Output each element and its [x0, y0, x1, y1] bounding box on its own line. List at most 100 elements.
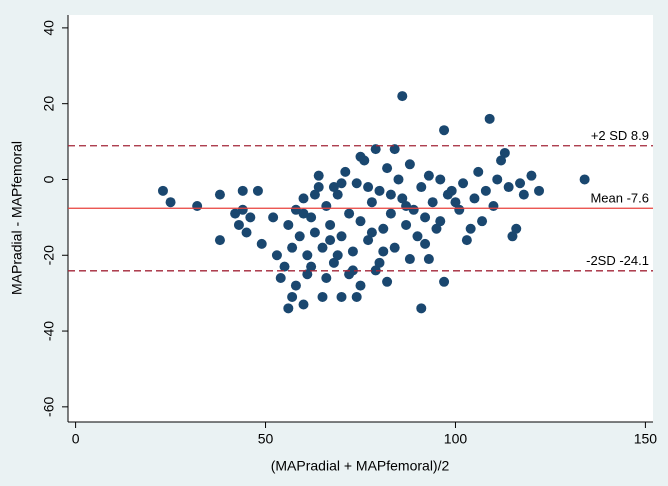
point	[302, 250, 313, 261]
point	[488, 200, 499, 211]
point	[355, 216, 366, 227]
point	[499, 147, 510, 158]
point	[290, 204, 301, 215]
y-tick-label: -20	[41, 245, 57, 265]
point	[412, 231, 423, 242]
point	[321, 200, 332, 211]
point	[385, 189, 396, 200]
point	[480, 185, 491, 196]
point	[431, 223, 442, 234]
point	[283, 219, 294, 230]
point	[389, 144, 400, 155]
point	[420, 238, 431, 249]
point	[252, 185, 263, 196]
point	[366, 227, 377, 238]
point	[518, 189, 529, 200]
point	[401, 200, 412, 211]
point	[256, 238, 267, 249]
point	[416, 182, 427, 193]
point	[423, 170, 434, 181]
point	[336, 231, 347, 242]
point	[294, 231, 305, 242]
point	[454, 204, 465, 215]
point	[351, 291, 362, 302]
point	[420, 212, 431, 223]
y-tick-label: 40	[41, 20, 57, 36]
point	[461, 235, 472, 246]
point	[503, 182, 514, 193]
point	[366, 197, 377, 208]
point	[268, 212, 279, 223]
point	[157, 185, 168, 196]
point	[526, 170, 537, 181]
y-tick-label: -40	[41, 321, 57, 341]
point	[332, 189, 343, 200]
point	[511, 223, 522, 234]
point	[317, 291, 328, 302]
point	[298, 299, 309, 310]
point	[325, 235, 336, 246]
point	[313, 170, 324, 181]
point	[325, 219, 336, 230]
point	[515, 178, 526, 189]
x-tick-label: 50	[258, 431, 274, 447]
point	[298, 208, 309, 219]
point	[287, 291, 298, 302]
point	[439, 276, 450, 287]
reference-label: +2 SD 8.9	[591, 128, 649, 143]
point	[469, 193, 480, 204]
x-axis-title: (MAPradial + MAPfemoral)/2	[271, 458, 450, 474]
point	[435, 174, 446, 185]
point	[313, 182, 324, 193]
point	[465, 223, 476, 234]
point	[389, 242, 400, 253]
point	[382, 276, 393, 287]
point	[534, 185, 545, 196]
point	[416, 303, 427, 314]
point	[306, 212, 317, 223]
point	[374, 185, 385, 196]
y-tick-label: -60	[41, 397, 57, 417]
point	[393, 174, 404, 185]
point	[328, 257, 339, 268]
point	[404, 159, 415, 170]
point	[233, 219, 244, 230]
point	[275, 272, 286, 283]
point	[317, 242, 328, 253]
point	[496, 155, 507, 166]
point	[347, 265, 358, 276]
point	[378, 246, 389, 257]
point	[344, 208, 355, 219]
point	[237, 185, 248, 196]
x-tick-label: 100	[444, 431, 468, 447]
point	[306, 261, 317, 272]
point	[579, 174, 590, 185]
point	[435, 216, 446, 227]
point	[397, 91, 408, 102]
point	[279, 261, 290, 272]
point	[298, 193, 309, 204]
point	[363, 235, 374, 246]
x-tick-label: 0	[72, 431, 80, 447]
point	[355, 280, 366, 291]
point	[374, 257, 385, 268]
point	[351, 178, 362, 189]
point	[408, 204, 419, 215]
point	[214, 235, 225, 246]
point	[271, 250, 282, 261]
point	[427, 197, 438, 208]
point	[321, 272, 332, 283]
point	[492, 174, 503, 185]
point	[404, 254, 415, 265]
point	[192, 200, 203, 211]
point	[378, 223, 389, 234]
point	[336, 291, 347, 302]
point	[439, 125, 450, 136]
point	[302, 269, 313, 280]
point	[230, 208, 241, 219]
point	[309, 189, 320, 200]
point	[347, 246, 358, 257]
point	[401, 219, 412, 230]
